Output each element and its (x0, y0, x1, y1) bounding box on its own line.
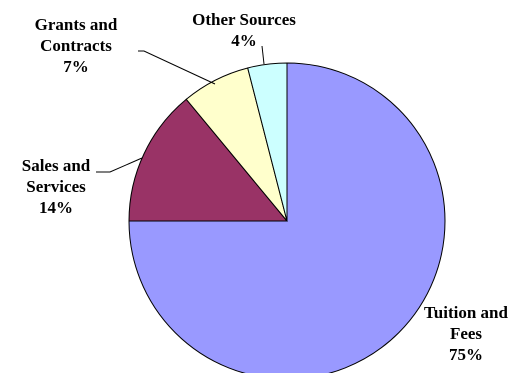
slice-name-label: Contracts (40, 36, 112, 55)
slice-name-label: Tuition and (424, 303, 508, 322)
slice-value-label: 14% (39, 198, 73, 217)
slice-label-tuition-and-fees: Tuition and Fees 75% (424, 303, 508, 364)
slice-value-label: 4% (231, 31, 257, 50)
leader-line-grants-and-contracts (138, 50, 216, 85)
pie-slice-other-sources (247, 62, 288, 222)
slice-name-label: Services (26, 177, 86, 196)
leader-line-sales-and-services (96, 157, 143, 173)
slice-value-label: 75% (449, 345, 483, 364)
pie-slice-sales-and-services (128, 98, 289, 222)
slice-label-other-sources: Other Sources 4% (192, 10, 296, 50)
slice-label-sales-and-services: Sales and Services 14% (22, 156, 91, 217)
leader-line-other-sources (261, 45, 265, 65)
slice-value-label: 7% (63, 57, 89, 76)
slice-name-label: Fees (450, 324, 482, 343)
slice-name-label: Grants and (35, 15, 118, 34)
slice-label-grants-and-contracts: Grants and Contracts 7% (35, 15, 118, 76)
slice-name-label: Sales and (22, 156, 91, 175)
slice-name-label: Other Sources (192, 10, 296, 29)
